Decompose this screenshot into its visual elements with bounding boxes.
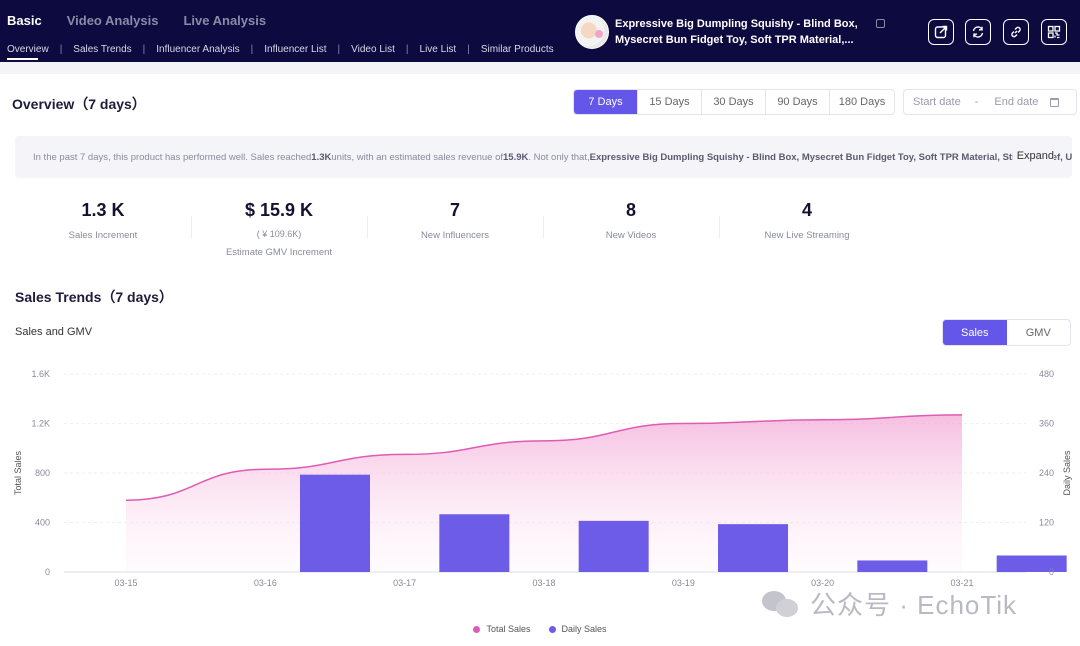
stat-new-videos: 8 New Videos [605,200,657,241]
y-right-tick-label: 120 [1039,518,1054,528]
subtab-influencer-analysis[interactable]: Influencer Analysis [156,44,240,55]
divider-band [0,62,1080,74]
chart-legend: Total Sales Daily Sales [0,624,1080,634]
y-left-tick-label: 800 [35,468,50,478]
x-tick-label: 03-19 [672,578,695,588]
link-button[interactable] [1003,19,1029,45]
total-sales-area [126,414,962,572]
start-date-input[interactable]: Start date [913,96,961,108]
daily-sales-bar [578,520,649,572]
total-sales-line [125,414,963,501]
daily-sales-bar [300,474,370,572]
share-button[interactable] [928,19,954,45]
stat-new-influencers: 7 New Influencers [420,200,490,241]
overview-title: Overview（7 days） [12,96,146,112]
range-15-days[interactable]: 15 Days [638,90,702,114]
daily-sales-bar [439,514,510,572]
subtab-video-list[interactable]: Video List [351,44,395,55]
sub-tabs: Overview | Sales Trends | Influencer Analy… [7,44,554,55]
toggle-sales[interactable]: Sales [943,320,1007,345]
daily-sales-bar [996,555,1067,572]
refresh-button[interactable] [965,19,991,45]
expand-button[interactable]: Expand [1012,150,1054,162]
share-icon [934,25,948,39]
y-right-tick-label: 480 [1039,369,1054,379]
subtab-sales-trends[interactable]: Sales Trends [73,44,132,55]
y-left-tick-label: 1.2K [31,419,50,429]
date-range-picker[interactable]: Start date - End date [903,89,1077,115]
x-tick-label: 03-20 [811,578,834,588]
y-left-tick-label: 400 [35,518,50,528]
stats-row: 1.3 K Sales Increment $ 15.9 K ( ¥ 109.6… [15,196,895,266]
main-tabs: Basic Video Analysis Live Analysis [7,13,291,28]
subtab-similar-products[interactable]: Similar Products [480,44,554,55]
stat-new-live-streaming: 4 New Live Streaming [764,200,850,241]
chart-subtitle: Sales and GMV [15,326,93,338]
active-subtab-underline [7,58,38,60]
y-right-tick-label: 360 [1039,419,1054,429]
toggle-gmv[interactable]: GMV [1025,326,1051,339]
x-tick-label: 03-17 [393,578,416,588]
y-right-tick-label: 240 [1039,468,1054,478]
daily-sales-bar [857,560,928,572]
stat-sales-increment: 1.3 K Sales Increment [68,200,138,241]
range-90-days[interactable]: 90 Days [766,90,830,114]
end-date-input[interactable]: End date [994,96,1039,108]
refresh-icon [972,26,984,38]
y-right-tick-label: 0 [1049,567,1054,577]
daily-sales-bar [718,524,788,572]
subtab-overview[interactable]: Overview [7,44,49,55]
tab-live-analysis[interactable]: Live Analysis [183,13,267,28]
legend-daily-sales[interactable]: Daily Sales [548,624,607,634]
sales-trends-title: Sales Trends（7 days） [15,289,173,305]
subtab-live-list[interactable]: Live List [419,44,457,55]
y-left-tick-label: 0 [45,567,50,577]
wechat-icon [762,589,800,619]
copy-icon[interactable] [876,19,885,28]
x-tick-label: 03-15 [114,578,137,588]
tab-basic[interactable]: Basic [7,13,42,28]
stat-gmv-increment: $ 15.9 K ( ¥ 109.6K) Estimate GMV Increm… [225,200,333,258]
tab-video-analysis[interactable]: Video Analysis [66,13,159,28]
top-header: Basic Video Analysis Live Analysis Overv… [0,0,1080,62]
qr-code-button[interactable] [1041,19,1067,45]
calendar-icon[interactable] [1050,97,1060,107]
subtab-influencer-list[interactable]: Influencer List [264,44,327,55]
product-title[interactable]: Expressive Big Dumpling Squishy - Blind … [615,18,858,46]
y-right-axis-title: Daily Sales [1062,450,1072,496]
performance-summary: In the past 7 days, this product has per… [15,136,1072,178]
qr-code-icon [1047,25,1061,39]
product-info: Expressive Big Dumpling Squishy - Blind … [575,15,865,49]
x-tick-label: 03-18 [532,578,555,588]
x-tick-label: 03-16 [254,578,277,588]
metric-toggle: Sales GMV [942,319,1071,346]
watermark: 公众号 · EchoTik [762,585,1017,622]
x-tick-label: 03-21 [950,578,973,588]
legend-total-sales[interactable]: Total Sales [473,624,531,634]
range-7-days[interactable]: 7 Days [574,90,638,114]
y-left-axis-title: Total Sales [13,450,23,495]
range-180-days[interactable]: 180 Days [830,90,894,114]
y-left-tick-label: 1.6K [31,369,50,379]
time-range-selector: 7 Days 15 Days 30 Days 90 Days 180 Days [573,89,895,115]
link-icon [1011,26,1021,38]
sales-chart: 0 0 400 120 800 240 1.2K 360 1.6K 480 Total Sales D… [13,369,1072,588]
range-30-days[interactable]: 30 Days [702,90,766,114]
product-thumbnail[interactable] [575,15,609,49]
